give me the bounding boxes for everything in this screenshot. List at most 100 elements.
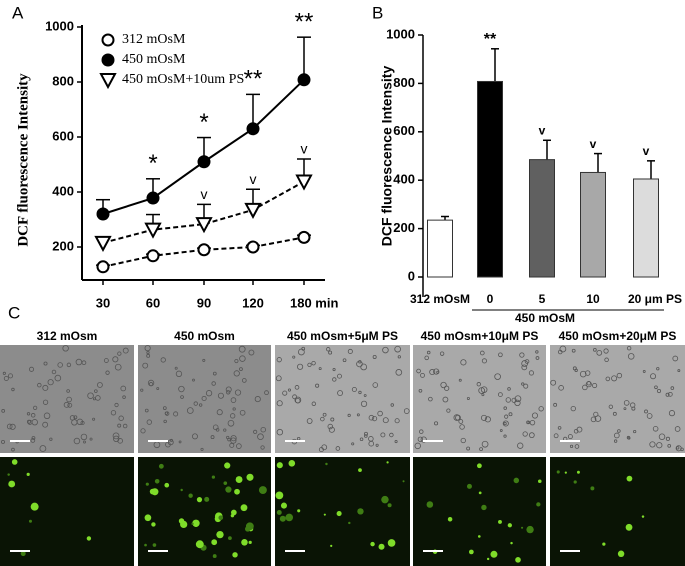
y-tick-label: 400 bbox=[52, 183, 74, 198]
cell bbox=[526, 420, 530, 425]
cell bbox=[232, 552, 238, 558]
cell bbox=[351, 386, 357, 392]
cell bbox=[680, 447, 684, 452]
cell bbox=[605, 376, 611, 382]
cell bbox=[630, 402, 636, 408]
cell bbox=[453, 414, 461, 421]
cell bbox=[654, 385, 658, 390]
cell bbox=[503, 406, 507, 410]
cell bbox=[276, 428, 284, 436]
cell bbox=[330, 417, 335, 422]
cell bbox=[627, 353, 635, 360]
cell bbox=[623, 400, 630, 406]
cell bbox=[633, 429, 637, 434]
cell bbox=[481, 393, 485, 397]
cell bbox=[239, 355, 246, 362]
cell bbox=[503, 434, 507, 438]
error-bar bbox=[491, 48, 499, 82]
cell bbox=[241, 378, 247, 383]
y-tick-label: 200 bbox=[393, 220, 415, 235]
cell bbox=[420, 372, 425, 378]
x-tick-label: 5 bbox=[539, 292, 546, 306]
cell bbox=[650, 373, 657, 380]
cell bbox=[337, 373, 342, 379]
cell bbox=[260, 426, 266, 433]
cell bbox=[439, 351, 445, 356]
cell bbox=[481, 358, 487, 364]
cell bbox=[66, 389, 70, 393]
cell bbox=[528, 370, 535, 376]
cell bbox=[550, 379, 557, 386]
significance-mark: v bbox=[539, 123, 546, 137]
cell bbox=[368, 440, 375, 447]
cell bbox=[105, 370, 110, 375]
cell bbox=[112, 432, 120, 440]
cell bbox=[567, 434, 573, 440]
cell bbox=[144, 345, 151, 352]
cell bbox=[559, 345, 567, 353]
cell bbox=[225, 386, 232, 393]
cell bbox=[576, 470, 580, 474]
cell bbox=[357, 508, 364, 515]
cell bbox=[6, 423, 13, 430]
series-line bbox=[102, 236, 305, 268]
image-bg bbox=[550, 457, 685, 566]
cell bbox=[382, 417, 389, 424]
cell bbox=[276, 400, 283, 407]
marker bbox=[297, 230, 311, 244]
cell bbox=[579, 370, 587, 378]
cell bbox=[328, 426, 335, 433]
image-bg bbox=[138, 345, 271, 453]
cell bbox=[497, 392, 503, 397]
cell bbox=[553, 433, 559, 439]
cell bbox=[322, 412, 327, 417]
x-tick-label: 120 bbox=[242, 295, 264, 310]
cell bbox=[498, 352, 503, 358]
cell bbox=[223, 428, 227, 432]
cell bbox=[160, 357, 166, 363]
cell bbox=[62, 345, 69, 352]
cell bbox=[174, 366, 178, 370]
cell bbox=[112, 356, 119, 363]
cell bbox=[63, 401, 70, 408]
cell bbox=[538, 406, 544, 412]
y-tick-label: 400 bbox=[393, 172, 415, 187]
cell bbox=[558, 385, 564, 391]
cell bbox=[372, 382, 379, 388]
cell bbox=[434, 421, 439, 426]
cell bbox=[665, 436, 670, 441]
cell bbox=[239, 409, 246, 416]
cell bbox=[510, 541, 513, 545]
cell bbox=[665, 392, 670, 397]
cell bbox=[114, 402, 119, 408]
marker bbox=[197, 243, 211, 257]
cell bbox=[246, 473, 254, 481]
cell bbox=[11, 447, 15, 452]
marker bbox=[246, 122, 260, 136]
cell bbox=[282, 390, 288, 396]
cell bbox=[676, 446, 680, 450]
cell bbox=[527, 421, 531, 424]
cell bbox=[216, 409, 223, 416]
cell bbox=[66, 362, 72, 368]
cell bbox=[521, 360, 529, 367]
cell bbox=[294, 385, 300, 390]
cell bbox=[257, 433, 264, 441]
cell bbox=[288, 460, 296, 467]
cell bbox=[364, 434, 368, 438]
cell bbox=[230, 397, 237, 403]
cell bbox=[89, 437, 93, 441]
cell bbox=[611, 375, 618, 382]
cell bbox=[42, 384, 49, 391]
cell bbox=[321, 444, 328, 451]
cell bbox=[1, 439, 5, 444]
cell bbox=[426, 350, 431, 355]
cell bbox=[466, 446, 471, 451]
significance-mark: ** bbox=[295, 9, 314, 36]
cell bbox=[231, 509, 237, 516]
significance-mark: v bbox=[301, 141, 308, 157]
cell bbox=[386, 461, 389, 464]
cell bbox=[114, 363, 122, 371]
cell bbox=[51, 369, 57, 375]
cell bbox=[151, 522, 156, 527]
